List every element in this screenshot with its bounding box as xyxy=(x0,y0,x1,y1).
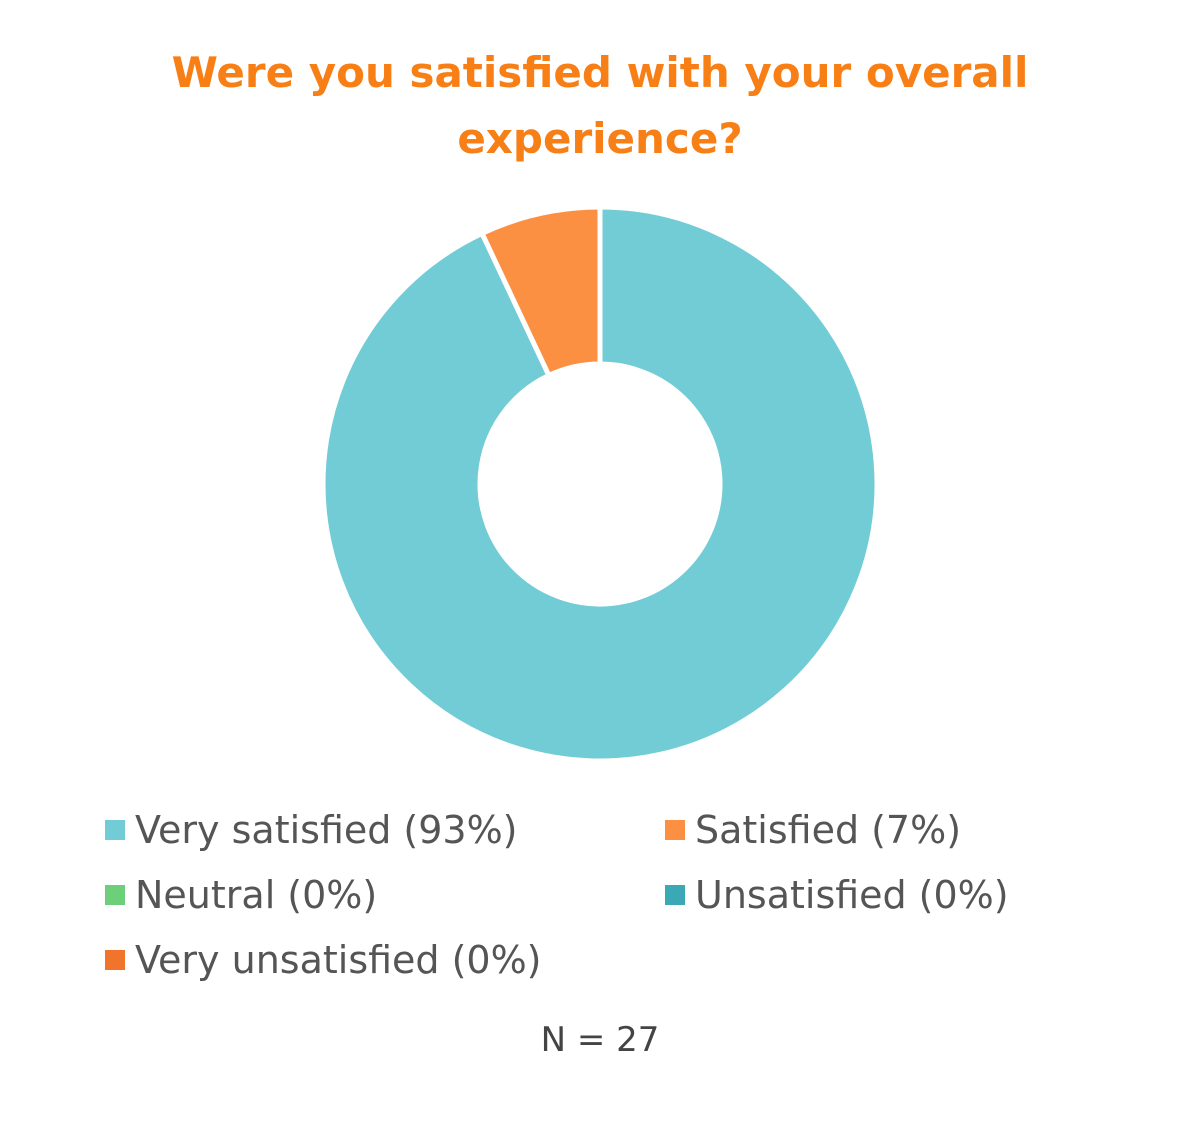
legend-value-label: (0%) xyxy=(287,873,378,917)
legend-swatch xyxy=(665,885,685,905)
legend-swatch xyxy=(105,885,125,905)
legend-item: Neutral (0%) xyxy=(105,873,377,917)
legend-label: Neutral xyxy=(135,873,276,917)
legend-item: Very satisfied (93%) xyxy=(105,808,518,852)
legend-swatch xyxy=(665,820,685,840)
legend-value-label: (0%) xyxy=(451,938,542,982)
donut-chart xyxy=(320,204,880,764)
legend-value-label: (7%) xyxy=(871,808,962,852)
legend-value-label: (0%) xyxy=(918,873,1009,917)
legend-swatch xyxy=(105,820,125,840)
annotation: N = 27 xyxy=(540,1020,660,1060)
legend-label: Very satisfied xyxy=(135,808,392,852)
legend-swatch xyxy=(105,950,125,970)
legend-value-label: (93%) xyxy=(403,808,518,852)
legend-item: Very unsatisfied (0%) xyxy=(105,938,542,982)
legend-label: Satisfied xyxy=(695,808,860,852)
legend-item: Unsatisfied (0%) xyxy=(665,873,1009,917)
legend-item: Satisfied (7%) xyxy=(665,808,961,852)
chart-title: Were you satisfied with your overall exp… xyxy=(171,48,1029,163)
donut-slice xyxy=(478,204,603,379)
legend-label: Unsatisfied xyxy=(695,873,907,917)
donut-slice xyxy=(320,204,880,764)
legend-label: Very unsatisfied xyxy=(135,938,440,982)
